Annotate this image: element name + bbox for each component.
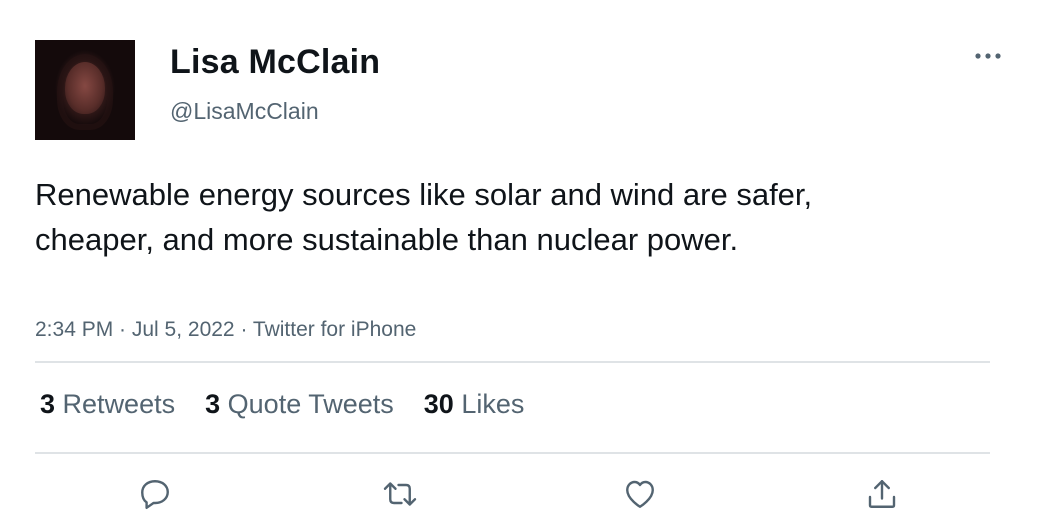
user-handle[interactable]: @LisaMcClain (170, 98, 319, 124)
quote-tweets-stat[interactable]: 3 Quote Tweets (205, 386, 394, 422)
retweet-icon[interactable] (380, 474, 420, 514)
likes-stat[interactable]: 30 Likes (424, 386, 525, 422)
likes-count: 30 (423, 389, 454, 419)
retweets-stat[interactable]: 3 Retweets (40, 386, 175, 422)
likes-label: Likes (461, 389, 525, 419)
retweets-count: 3 (40, 389, 56, 419)
tweet-timestamp-source[interactable]: 2:34 PM · Jul 5, 2022 · Twitter for iPho… (35, 318, 417, 341)
retweets-label: Retweets (62, 389, 176, 419)
share-icon[interactable] (862, 474, 902, 514)
quote-tweets-label: Quote Tweets (227, 389, 394, 419)
more-options-icon[interactable] (970, 44, 1006, 68)
avatar-hair-shape (57, 54, 113, 130)
like-heart-icon[interactable] (620, 474, 660, 514)
avatar[interactable] (35, 40, 135, 140)
reply-icon[interactable] (135, 474, 175, 514)
avatar-face-shape (65, 62, 105, 114)
engagement-stats: 3 Retweets 3 Quote Tweets 30 Likes (40, 386, 524, 422)
quote-tweets-count: 3 (205, 389, 221, 419)
display-name[interactable]: Lisa McClain (170, 43, 381, 81)
tweet-text: Renewable energy sources like solar and … (35, 177, 813, 257)
divider-top (35, 361, 990, 363)
divider-bottom (35, 452, 990, 454)
